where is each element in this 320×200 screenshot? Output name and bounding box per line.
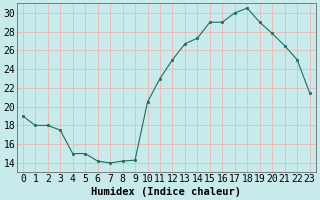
X-axis label: Humidex (Indice chaleur): Humidex (Indice chaleur) [91,186,241,197]
